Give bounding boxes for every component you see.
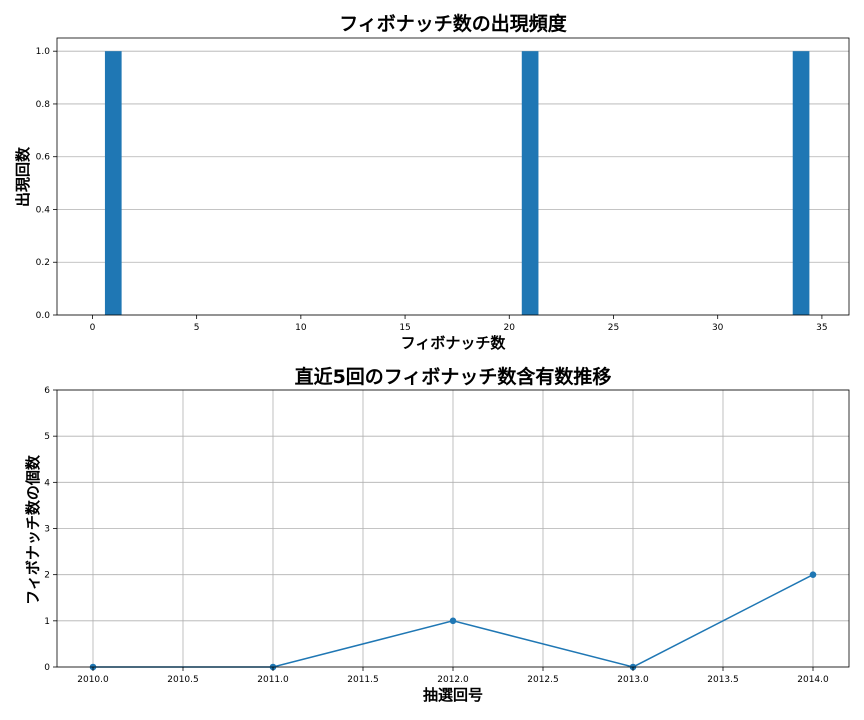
x-axis-label: フィボナッチ数 (401, 334, 507, 352)
x-tick-label: 2011.0 (257, 675, 289, 685)
x-tick-label: 2012.0 (437, 675, 469, 685)
x-tick-label: 35 (816, 323, 827, 333)
x-tick-label: 10 (295, 323, 307, 333)
y-tick-label: 0 (44, 663, 50, 673)
y-tick-label: 1 (44, 617, 50, 627)
y-tick-label: 0.6 (36, 153, 51, 163)
x-tick-label: 2013.5 (707, 675, 739, 685)
y-tick-label: 0.4 (36, 205, 51, 215)
y-tick-label: 0.2 (36, 258, 50, 268)
data-point (809, 571, 817, 578)
x-axis-label: 抽選回号 (423, 686, 483, 704)
y-tick-label: 1.0 (36, 47, 51, 57)
line-chart: 直近5回のフィボナッチ数含有数推移 2010.0 2010.5 2011.0 2011… (24, 365, 850, 704)
bar-chart: フィボナッチ数の出現頻度 0 5 10 15 20 25 30 35 0.0 0.2 0.4 0.6… (14, 12, 850, 352)
y-tick-label: 3 (44, 525, 50, 535)
y-tick-label: 2 (44, 571, 50, 581)
x-tick-label: 2013.0 (617, 675, 649, 685)
y-tick-label: 0.0 (36, 311, 51, 321)
x-tick-label: 2012.5 (527, 675, 559, 685)
y-tick-label: 5 (44, 432, 50, 442)
chart-title: 直近5回のフィボナッチ数含有数推移 (295, 365, 612, 388)
x-tick-label: 2011.5 (347, 675, 379, 685)
y-tick-label: 4 (44, 478, 50, 488)
x-tick-label: 20 (504, 323, 516, 333)
plot-frame (56, 37, 850, 316)
x-tick-label: 2010.0 (77, 675, 109, 685)
chart-title: フィボナッチ数の出現頻度 (339, 12, 568, 35)
y-tick-label: 6 (44, 386, 50, 396)
x-tick-label: 15 (399, 323, 410, 333)
y-tick-label: 0.8 (36, 100, 51, 110)
x-tick-label: 5 (194, 323, 200, 333)
x-tick-label: 0 (90, 323, 96, 333)
bar (521, 51, 539, 315)
x-tick-label: 2010.5 (167, 675, 199, 685)
bar (104, 51, 122, 315)
x-tick-label: 25 (608, 323, 619, 333)
bar (792, 51, 810, 315)
data-point (449, 617, 457, 625)
x-tick-label: 30 (712, 323, 724, 333)
y-axis-label: 出現回数 (14, 146, 32, 207)
x-tick-label: 2014.0 (797, 675, 829, 685)
y-axis-label: フィボナッチ数の個数 (24, 454, 42, 605)
